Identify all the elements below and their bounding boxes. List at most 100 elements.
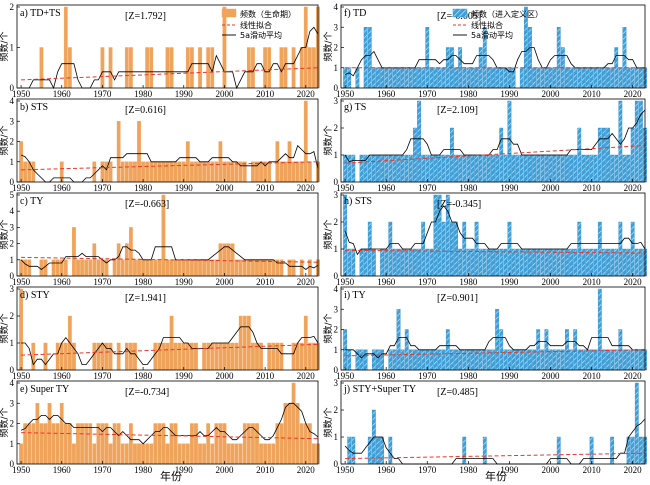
bar-1982	[149, 443, 154, 465]
bar-2009	[259, 161, 263, 183]
bar-1982	[474, 221, 479, 277]
bar-2010	[589, 349, 594, 371]
x-tick-label: 1980	[134, 277, 153, 287]
bar-2005	[242, 423, 247, 465]
bar-2001	[226, 443, 231, 465]
y-tick-label: 0	[334, 271, 339, 281]
bar-1966	[84, 259, 89, 277]
x-tick-label: 2010	[583, 89, 602, 99]
bar-2005	[569, 154, 573, 183]
bar-2002	[230, 243, 235, 277]
bar-1985	[161, 423, 166, 465]
bar-1992	[190, 259, 194, 277]
bar-2004	[565, 248, 569, 277]
moving-average-line	[344, 418, 646, 465]
moving-average-line	[20, 402, 319, 445]
bar-1978	[133, 342, 137, 371]
bar-1978	[133, 259, 137, 277]
bar-2022	[312, 443, 316, 465]
x-tick-label: 2020	[624, 465, 643, 475]
moving-average-line	[20, 144, 319, 183]
bar-1968	[92, 161, 97, 183]
panel-frame	[340, 192, 646, 277]
bar-2017	[618, 100, 623, 183]
bar-1959	[380, 154, 384, 183]
bar-2018	[295, 161, 300, 183]
bar-1993	[519, 154, 524, 183]
bar-1990	[507, 100, 512, 183]
bar-1970	[100, 423, 105, 465]
bar-1995	[202, 342, 206, 371]
bar-2011	[267, 443, 272, 465]
bar-1991	[185, 141, 190, 183]
bar-2017	[618, 221, 623, 277]
x-tick-label: 1970	[93, 465, 112, 475]
bar-1972	[108, 47, 113, 89]
bar-1995	[528, 154, 532, 183]
panel-frame	[16, 4, 319, 89]
bar-1968	[417, 349, 421, 371]
y-tick-label: 2	[10, 2, 15, 12]
panel-h: 1950 1960 1970 1980 1990 2000 2010 2020 0 1 2 3 频数/个…	[322, 190, 647, 287]
bar-1995	[528, 27, 532, 89]
bar-1995	[202, 259, 206, 277]
y-tick-label: 2	[10, 311, 15, 321]
bar-2020	[630, 436, 635, 465]
bar-2010	[589, 436, 594, 465]
bar-1975	[120, 161, 125, 183]
x-tick-label: 2010	[256, 277, 275, 287]
bar-1993	[519, 248, 524, 277]
bar-1968	[92, 342, 97, 371]
y-tick-label: 0	[10, 83, 15, 93]
bar-1977	[129, 342, 133, 371]
y-tick-label: 3	[334, 96, 339, 106]
bar-1950	[19, 288, 23, 371]
bar-1957	[371, 67, 376, 89]
bar-2006	[573, 329, 578, 371]
y-tick-label: 0	[10, 459, 15, 469]
bar-1960	[384, 67, 389, 89]
bar-2019	[626, 154, 631, 183]
bar-2019	[299, 423, 304, 465]
bar-1975	[445, 329, 450, 371]
bar-1961	[63, 342, 68, 371]
bar-1955	[363, 27, 368, 89]
bar-1991	[185, 342, 190, 371]
bar-2003	[234, 161, 239, 183]
bar-1986	[165, 259, 170, 277]
bar-2003	[560, 154, 565, 183]
y-tick-label: 2	[334, 405, 339, 415]
x-tick-label: 1980	[134, 89, 153, 99]
panel-a: 1950 1960 1970 1980 1990 2000 2010 2020 0 1 2 频数/个 a…	[0, 2, 320, 99]
bar-1975	[445, 47, 450, 89]
bar-1959	[380, 67, 384, 89]
bar-1970	[100, 342, 105, 371]
legend-bar-label: 频数（生命期）	[240, 9, 296, 19]
y-tick-label: 4	[334, 2, 339, 12]
x-tick-label: 1980	[459, 277, 478, 287]
bar-1952	[27, 423, 32, 465]
x-tick-label: 2000	[542, 183, 561, 193]
bar-1962	[392, 67, 397, 89]
bar-2005	[569, 349, 573, 371]
bar-1987	[495, 309, 499, 371]
bar-1970	[425, 154, 430, 183]
y-axis-title: 频数/个	[322, 407, 334, 437]
bar-1969	[421, 349, 426, 371]
bar-2008	[581, 67, 586, 89]
panel-d: 1950 1960 1970 1980 1990 2000 2010 2020 0 1 2 3 频数/个…	[0, 284, 320, 381]
bar-1991	[511, 154, 516, 183]
bar-1981	[145, 443, 150, 465]
panel-title: f) TD	[344, 8, 366, 19]
bar-1957	[371, 248, 376, 277]
x-tick-label: 1980	[459, 371, 478, 381]
y-tick-label: 1	[10, 439, 15, 449]
y-tick-label: 2	[334, 123, 339, 133]
x-tick-label: 1980	[134, 183, 153, 193]
bar-1961	[388, 67, 393, 89]
x-tick-label: 1960	[377, 277, 396, 287]
bar-2008	[255, 423, 259, 465]
bar-2006	[246, 423, 251, 465]
y-tick-label: 1	[10, 338, 15, 348]
